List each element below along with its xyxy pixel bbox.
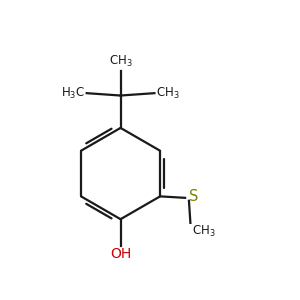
- Text: CH$_3$: CH$_3$: [156, 85, 179, 101]
- Text: OH: OH: [110, 247, 131, 261]
- Text: S: S: [189, 189, 198, 204]
- Text: CH$_3$: CH$_3$: [192, 224, 215, 239]
- Text: CH$_3$: CH$_3$: [109, 54, 132, 69]
- Text: H$_3$C: H$_3$C: [61, 85, 85, 101]
